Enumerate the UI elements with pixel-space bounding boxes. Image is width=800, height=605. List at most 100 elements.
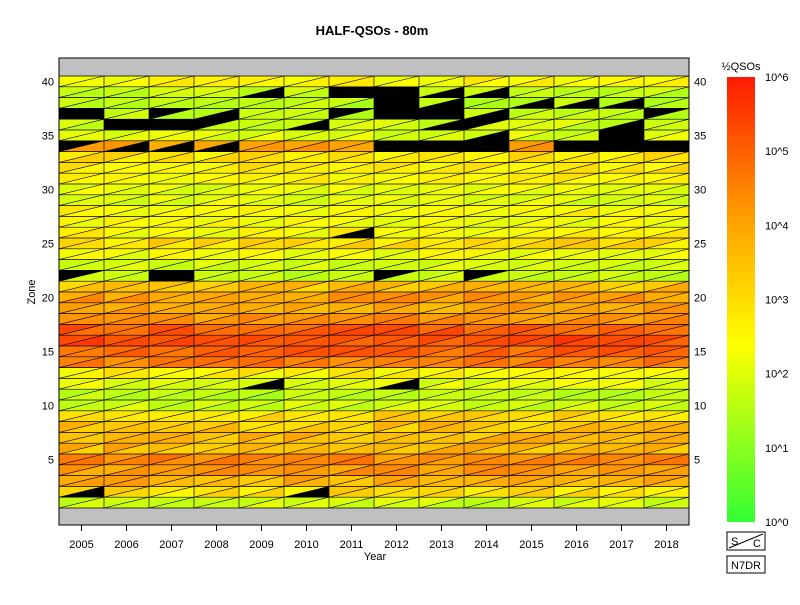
cell-diagonal xyxy=(373,129,420,142)
cell-diagonal xyxy=(373,259,420,271)
cell-diagonal xyxy=(553,464,600,476)
cell-diagonal xyxy=(643,248,690,260)
cell-diagonal xyxy=(328,140,375,152)
cell-diagonal xyxy=(508,226,555,239)
cell-diagonal xyxy=(508,399,555,412)
cell-diagonal xyxy=(598,226,645,239)
cell-diagonal xyxy=(463,442,510,455)
cell-diagonal xyxy=(193,453,240,466)
cell-diagonal xyxy=(58,302,105,314)
cell-diagonal xyxy=(373,226,420,239)
cell-diagonal xyxy=(373,378,420,390)
cell-diagonal xyxy=(193,216,240,228)
cell-diagonal xyxy=(328,324,375,336)
cell-diagonal xyxy=(238,151,285,163)
cell-diagonal xyxy=(418,313,465,325)
cell-diagonal xyxy=(58,151,105,163)
y-tick-left: 10 xyxy=(42,400,54,412)
cell-diagonal xyxy=(553,367,600,379)
cell-diagonal xyxy=(148,151,195,163)
cell-diagonal xyxy=(103,313,150,325)
cell-diagonal xyxy=(598,313,645,325)
cell-diagonal xyxy=(553,324,600,336)
cell-diagonal xyxy=(103,194,150,206)
x-tick-label: 2010 xyxy=(294,539,318,551)
colorbar-tick: 10^0 xyxy=(765,517,789,529)
cell-diagonal xyxy=(193,388,240,401)
cell-diagonal xyxy=(328,399,375,412)
cell-diagonal xyxy=(328,259,375,271)
cell-diagonal xyxy=(643,453,690,466)
cell-diagonal xyxy=(598,205,645,217)
cell-diagonal xyxy=(598,324,645,336)
cell-diagonal xyxy=(463,334,510,347)
cell-diagonal xyxy=(193,356,240,368)
cell-diagonal xyxy=(598,356,645,368)
cell-diagonal xyxy=(103,162,150,174)
cell-diagonal xyxy=(418,162,465,174)
cell-diagonal xyxy=(283,421,330,433)
cell-diagonal xyxy=(283,237,330,250)
cell-diagonal xyxy=(643,205,690,217)
cell-diagonal xyxy=(373,324,420,336)
x-tick-label: 2005 xyxy=(69,539,93,551)
cell-diagonal xyxy=(553,442,600,455)
cell-diagonal xyxy=(238,291,285,304)
header-strip xyxy=(59,58,689,76)
cell-diagonal xyxy=(598,194,645,206)
cell-diagonal xyxy=(463,183,510,196)
cell-diagonal xyxy=(328,291,375,304)
cell-diagonal xyxy=(283,496,330,509)
cell-diagonal xyxy=(418,421,465,433)
cell-diagonal xyxy=(463,140,510,152)
cell-diagonal xyxy=(598,421,645,433)
cell-diagonal xyxy=(418,216,465,228)
cell-diagonal xyxy=(328,421,375,433)
cell-diagonal xyxy=(148,388,195,401)
cell-diagonal xyxy=(508,259,555,271)
cell-diagonal xyxy=(193,205,240,217)
cell-diagonal xyxy=(463,378,510,390)
cell-diagonal xyxy=(643,356,690,368)
cell-diagonal xyxy=(553,356,600,368)
cell-diagonal xyxy=(58,453,105,466)
cell-diagonal xyxy=(553,453,600,466)
cell-diagonal xyxy=(58,97,105,109)
cell-diagonal xyxy=(148,378,195,390)
cell-diagonal xyxy=(463,291,510,304)
cell-diagonal xyxy=(598,75,645,88)
cell-diagonal xyxy=(643,464,690,476)
cell-diagonal xyxy=(373,367,420,379)
cell-diagonal xyxy=(103,97,150,109)
cell-diagonal xyxy=(58,140,105,152)
cell-diagonal xyxy=(643,237,690,250)
cell-diagonal xyxy=(58,75,105,88)
cell-diagonal xyxy=(283,475,330,487)
split-legend-s: S xyxy=(731,536,738,548)
cell-diagonal xyxy=(58,421,105,433)
cell-diagonal xyxy=(148,162,195,174)
cell-diagonal xyxy=(148,108,195,120)
cell-diagonal xyxy=(508,129,555,142)
cell-diagonal xyxy=(283,367,330,379)
cell-diagonal xyxy=(238,367,285,379)
cell-diagonal xyxy=(103,183,150,196)
cell-diagonal xyxy=(463,345,510,358)
cell-diagonal xyxy=(373,442,420,455)
cell-diagonal xyxy=(463,313,510,325)
cell-diagonal xyxy=(553,237,600,250)
cell-diagonal xyxy=(238,86,285,98)
cell-diagonal xyxy=(283,129,330,142)
cell-diagonal xyxy=(463,410,510,422)
cell-diagonal xyxy=(238,237,285,250)
cell-diagonal xyxy=(373,183,420,196)
cell-diagonal xyxy=(193,345,240,358)
cell-diagonal xyxy=(418,259,465,271)
cell-diagonal xyxy=(103,270,150,282)
cell-diagonal xyxy=(553,194,600,206)
cell-diagonal xyxy=(463,302,510,314)
cell-diagonal xyxy=(328,205,375,217)
cell-diagonal xyxy=(463,270,510,282)
cell-diagonal xyxy=(328,183,375,196)
